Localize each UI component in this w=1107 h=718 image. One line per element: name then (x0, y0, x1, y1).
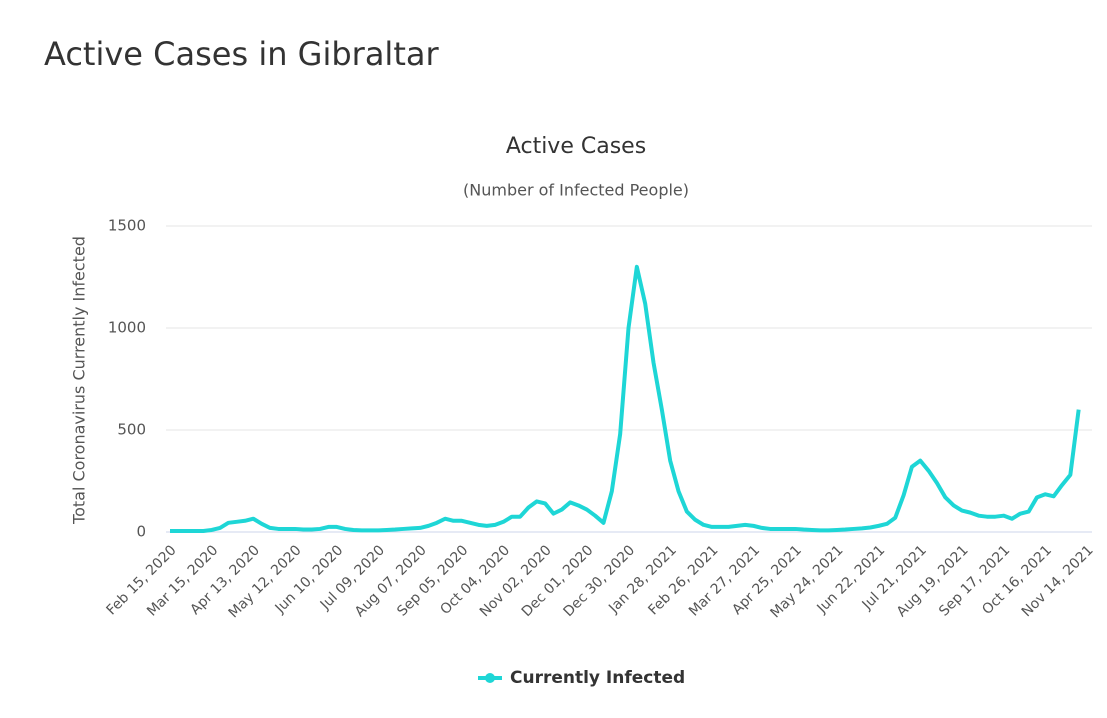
x-tick-label: Dec 01, 2020 (519, 542, 597, 620)
x-tick-label: Nov 14, 2021 (1019, 542, 1097, 620)
y-axis-label: Total Coronavirus Currently Infected (70, 236, 89, 525)
x-tick-label: May 24, 2021 (768, 542, 847, 621)
x-tick-label: Dec 30, 2020 (560, 542, 638, 620)
x-tick-label: Nov 02, 2020 (477, 542, 555, 620)
page-title: Active Cases in Gibraltar (44, 35, 439, 73)
legend-label: Currently Infected (510, 668, 685, 688)
y-tick-label: 500 (117, 421, 146, 439)
series-line (170, 264, 1081, 533)
x-tick-label: Aug 19, 2021 (894, 542, 972, 620)
chart-subtitle: (Number of Infected People) (463, 181, 689, 200)
y-tick-label: 1000 (108, 319, 146, 337)
x-tick-label: May 12, 2020 (226, 542, 305, 621)
x-tick-label: Feb 15, 2020 (104, 542, 180, 618)
y-tick-label: 1500 (108, 217, 146, 235)
y-tick-label: 0 (136, 523, 146, 541)
chart-title: Active Cases (506, 134, 646, 159)
legend-marker (485, 673, 495, 683)
x-tick-label: Aug 07, 2020 (352, 542, 430, 620)
